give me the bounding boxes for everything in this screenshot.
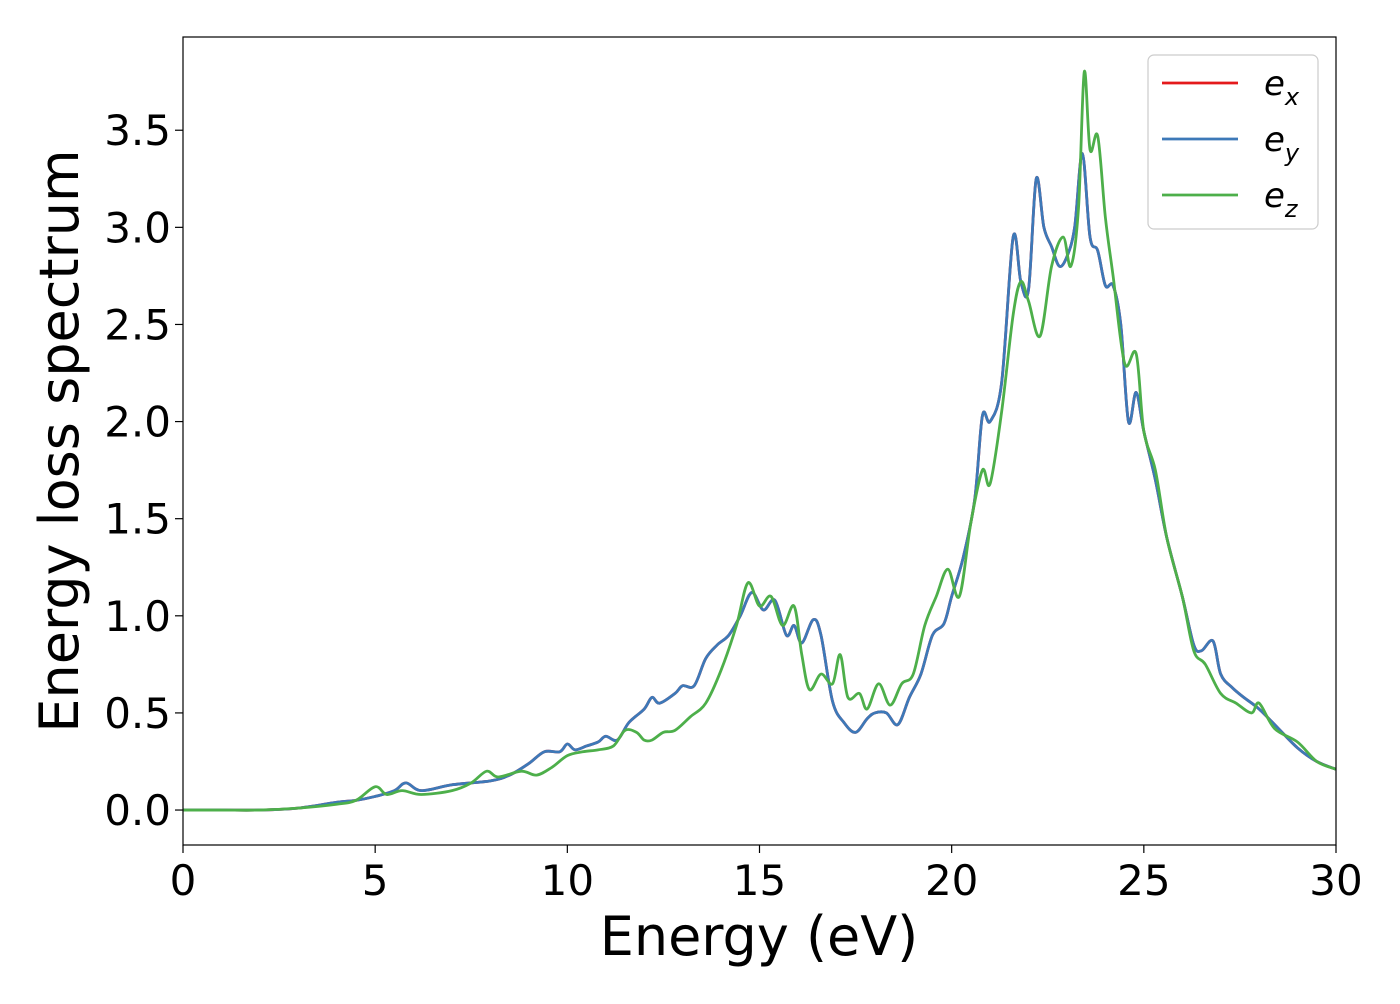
y-tick-label: 0.5: [104, 689, 171, 738]
series-layer: [183, 70, 1336, 812]
x-axis-ticks: 0 5 10 15 20 25 30: [170, 845, 1363, 905]
x-tick-label: 0: [170, 856, 197, 905]
y-tick-label: 1.0: [104, 592, 171, 641]
y-axis-ticks: 0.0 0.5 1.0 1.5 2.0 2.5 3.0 3.5: [104, 106, 183, 835]
y-tick-label: 3.5: [104, 106, 171, 155]
y-tick-label: 0.0: [104, 786, 171, 835]
y-tick-label: 1.5: [104, 495, 171, 544]
legend-box: [1147, 54, 1319, 230]
series-line-z: [183, 70, 1336, 812]
legend-label-x: ex: [1264, 64, 1300, 111]
legend-label-z: ez: [1264, 176, 1299, 223]
x-axis-label: Energy (eV): [600, 905, 919, 968]
y-tick-label: 2.0: [104, 398, 171, 447]
x-tick-label: 10: [541, 856, 594, 905]
x-tick-label: 15: [733, 856, 786, 905]
x-tick-label: 20: [925, 856, 978, 905]
legend: ex ey ez: [1147, 54, 1319, 230]
x-tick-label: 25: [1117, 856, 1170, 905]
x-tick-label: 30: [1309, 856, 1362, 905]
y-tick-label: 3.0: [104, 203, 171, 252]
series-line-y: [183, 152, 1336, 812]
y-axis-label: Energy loss spectrum: [28, 149, 91, 732]
x-tick-label: 5: [362, 856, 389, 905]
legend-label-y: ey: [1264, 120, 1300, 167]
y-tick-label: 2.5: [104, 300, 171, 349]
